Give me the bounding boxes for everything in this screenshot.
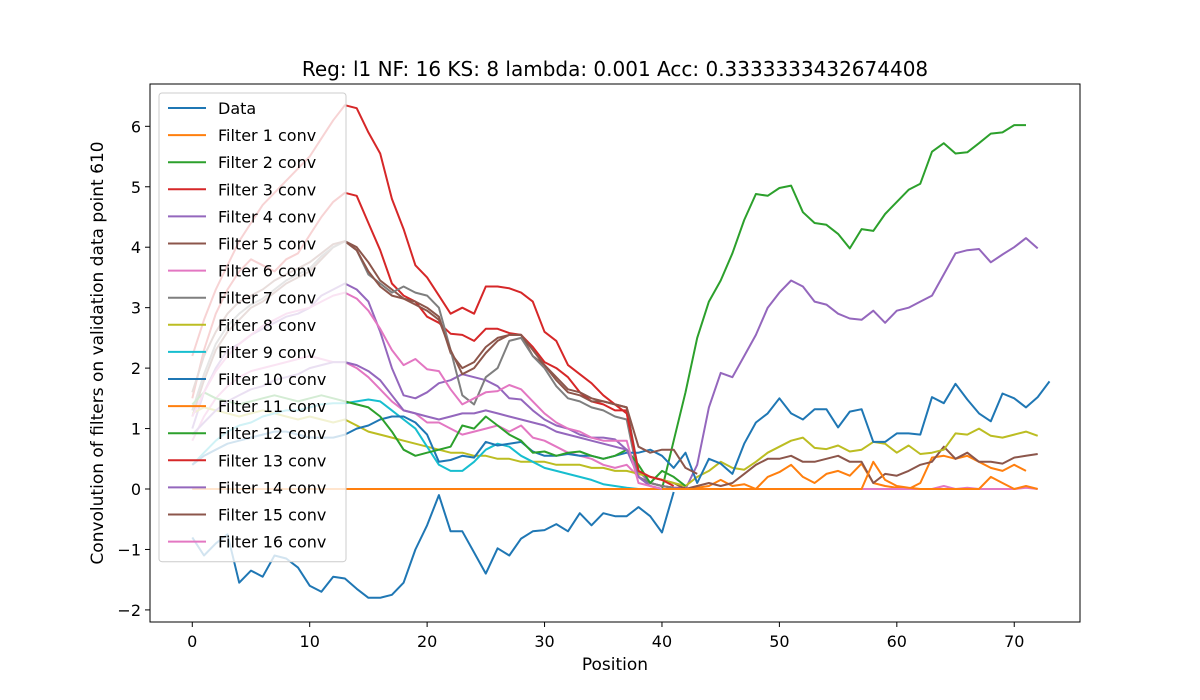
x-axis: 0 10 20 30 40 50 60 70 [187, 622, 1024, 651]
x-tick-label: 40 [652, 632, 672, 651]
y-tick-label: 3 [131, 299, 141, 318]
legend-label: Filter 13 conv [218, 451, 326, 470]
legend-label: Filter 12 conv [218, 424, 326, 443]
y-tick-label: 5 [131, 178, 141, 197]
legend-label: Filter 4 conv [218, 207, 316, 226]
y-tick-label: 0 [131, 480, 141, 499]
y-tick-label: 1 [131, 420, 141, 439]
legend-label: Filter 1 conv [218, 126, 316, 145]
legend-label: Filter 14 conv [218, 478, 326, 497]
legend-label: Filter 8 conv [218, 316, 316, 335]
legend-label: Filter 2 conv [218, 153, 316, 172]
x-axis-title: Position [582, 655, 648, 675]
legend-box [158, 92, 347, 563]
y-tick-label: 6 [131, 117, 141, 136]
x-tick-label: 60 [887, 632, 907, 651]
y-tick-label: −2 [117, 601, 141, 620]
y-axis: −2 −1 0 1 2 3 4 5 6 [117, 117, 150, 620]
legend-label: Data [218, 99, 256, 118]
series-line-3 [661, 124, 1026, 490]
x-tick-label: 0 [187, 632, 197, 651]
x-tick-label: 70 [1004, 632, 1024, 651]
x-tick-label: 50 [769, 632, 789, 651]
legend-label: Filter 9 conv [218, 343, 316, 362]
chart-title: Reg: l1 NF: 16 KS: 8 lambda: 0.001 Acc: … [302, 57, 928, 81]
x-tick-label: 30 [534, 632, 554, 651]
legend-label: Filter 7 conv [218, 289, 316, 308]
y-tick-label: −1 [117, 540, 141, 559]
legend-label: Filter 3 conv [218, 180, 316, 199]
legend-label: Filter 15 conv [218, 506, 326, 525]
legend-label: Filter 10 conv [218, 370, 326, 389]
x-tick-label: 20 [417, 632, 437, 651]
legend-label: Filter 5 conv [218, 235, 316, 254]
y-tick-label: 2 [131, 359, 141, 378]
legend-label: Filter 6 conv [218, 262, 316, 281]
plot-frame [149, 83, 1081, 623]
legend-label: Filter 16 conv [218, 533, 326, 552]
x-tick-label: 10 [300, 632, 320, 651]
y-tick-label: 4 [131, 238, 141, 257]
legend: Data Filter 1 conv Filter 2 conv Filter 3 c… [158, 92, 347, 563]
y-axis-title: Convolution of filters on validation dat… [88, 141, 108, 564]
legend-label: Filter 11 conv [218, 397, 326, 416]
